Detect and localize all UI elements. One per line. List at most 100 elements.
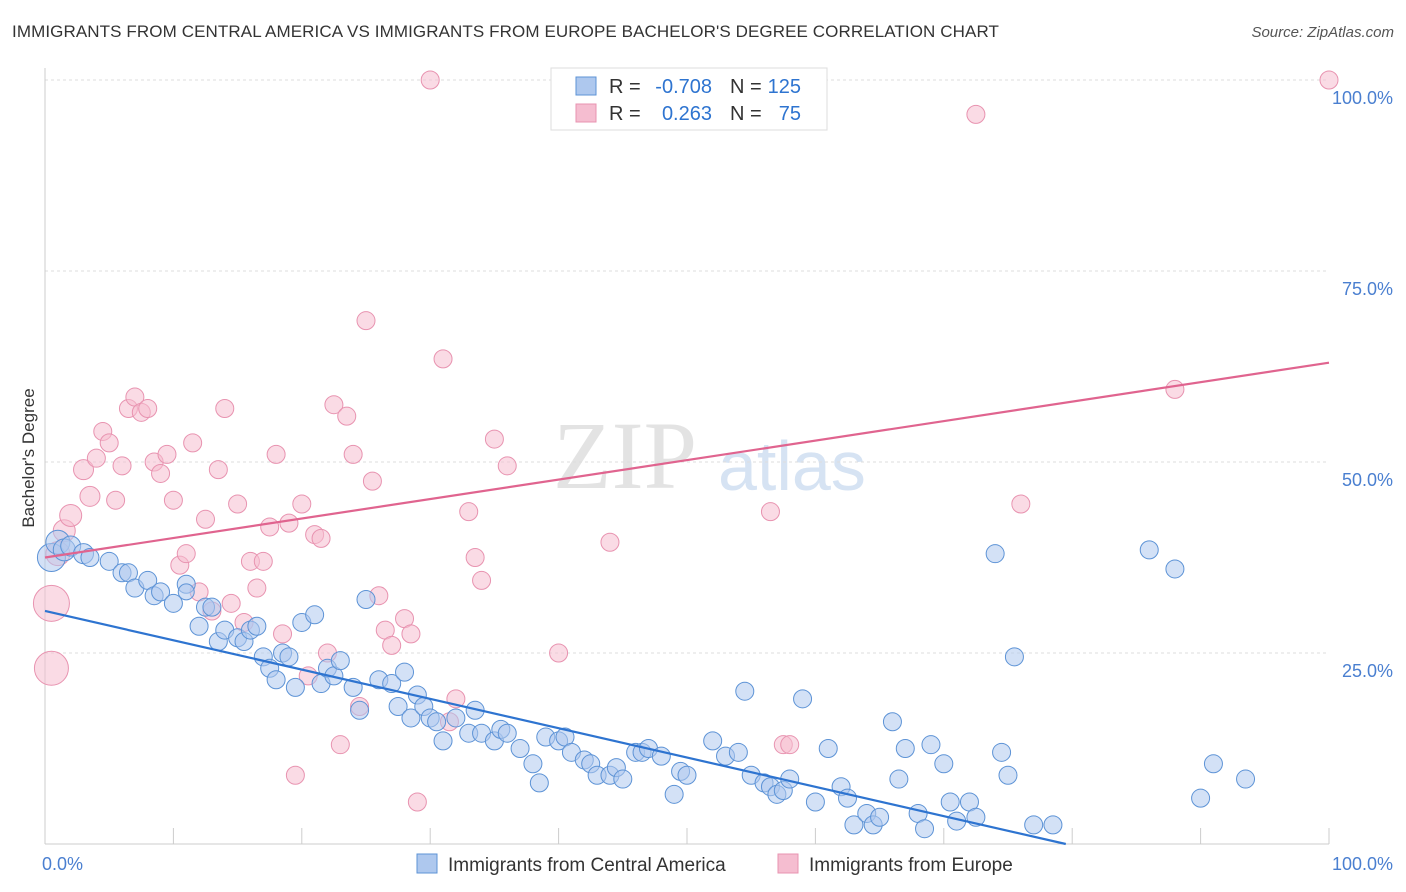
point-blue-59 xyxy=(529,773,549,793)
point-blue-38 xyxy=(350,700,370,720)
point-pink-63 xyxy=(472,570,492,590)
point-pink-44 xyxy=(324,395,344,415)
point-pink-58 xyxy=(433,349,453,369)
point-pink-26 xyxy=(208,460,228,480)
point-blue-12 xyxy=(151,582,171,602)
point-pink-34 xyxy=(260,517,280,537)
point-blue-117 xyxy=(1236,769,1256,789)
point-pink-66 xyxy=(549,643,569,663)
trend-line-pink xyxy=(44,361,1330,559)
point-blue-57 xyxy=(510,739,530,758)
point-blue-76 xyxy=(677,765,697,785)
point-blue-44 xyxy=(401,708,421,728)
point-pink-47 xyxy=(343,444,363,464)
point-pink-6 xyxy=(79,485,101,507)
legend-r-label-blue: R = xyxy=(609,76,641,98)
point-blue-107 xyxy=(985,544,1005,564)
point-pink-24 xyxy=(196,509,215,529)
point-pink-49 xyxy=(356,311,376,331)
point-pink-55 xyxy=(401,624,421,644)
point-blue-49 xyxy=(433,731,453,751)
point-pink-5 xyxy=(73,459,95,481)
point-blue-92 xyxy=(844,815,864,835)
point-pink-11 xyxy=(112,456,132,476)
point-blue-97 xyxy=(889,769,909,789)
legend-n-label-pink: N = xyxy=(730,103,762,125)
point-pink-19 xyxy=(163,490,183,510)
point-pink-39 xyxy=(292,494,312,514)
series-europe-points xyxy=(32,70,1339,812)
point-pink-71 xyxy=(1011,494,1031,514)
point-blue-87 xyxy=(793,689,813,709)
point-pink-4 xyxy=(59,503,83,527)
point-pink-36 xyxy=(273,624,293,644)
point-blue-95 xyxy=(870,807,890,827)
grid-lines xyxy=(45,79,1329,654)
point-pink-61 xyxy=(459,502,479,522)
legend-n-value-blue: 125 xyxy=(768,76,801,98)
point-pink-72 xyxy=(1165,379,1185,399)
point-blue-69 xyxy=(613,769,633,789)
point-blue-18 xyxy=(202,597,222,617)
y-tick-label-2: 75.0% xyxy=(1342,279,1393,299)
point-blue-58 xyxy=(523,754,543,774)
point-pink-32 xyxy=(247,578,267,598)
y-tick-label-1: 50.0% xyxy=(1342,470,1393,490)
point-blue-89 xyxy=(818,739,838,758)
y-axis-label: Bachelor's Degree xyxy=(19,388,38,527)
point-blue-15 xyxy=(177,583,195,601)
y-tick-label-0: 25.0% xyxy=(1342,661,1393,681)
point-blue-74 xyxy=(664,784,684,804)
point-blue-48 xyxy=(427,712,447,732)
point-blue-115 xyxy=(1191,788,1211,808)
legend-box xyxy=(550,67,828,131)
point-blue-112 xyxy=(1043,815,1063,835)
point-pink-56 xyxy=(407,792,427,812)
point-blue-13 xyxy=(163,593,183,613)
point-blue-50 xyxy=(446,708,466,728)
point-pink-62 xyxy=(465,548,485,567)
series-central-america-points xyxy=(36,529,1256,839)
point-pink-17 xyxy=(151,463,171,483)
watermark-atlas: atlas xyxy=(718,427,866,505)
axes xyxy=(44,68,1330,845)
point-blue-42 xyxy=(388,696,408,716)
point-blue-27 xyxy=(266,670,286,690)
point-pink-29 xyxy=(228,494,248,514)
tick-labels: 25.0% 50.0% 75.0% 100.0% 0.0% 100.0% xyxy=(42,88,1393,874)
point-pink-46 xyxy=(337,406,357,426)
point-pink-42 xyxy=(311,528,331,548)
point-pink-0 xyxy=(32,584,70,622)
point-pink-70 xyxy=(966,104,986,124)
legend-swatch-blue xyxy=(575,76,597,96)
x-tick-label-0: 0.0% xyxy=(42,854,83,874)
point-pink-9 xyxy=(99,433,119,453)
bottom-legend-central-america: Immigrants from Central America xyxy=(448,855,726,876)
point-blue-29 xyxy=(279,647,299,667)
point-pink-57 xyxy=(420,70,440,90)
point-pink-15 xyxy=(138,399,158,419)
point-blue-116 xyxy=(1203,754,1223,774)
bottom-legend-swatch-pink xyxy=(777,853,799,874)
point-pink-10 xyxy=(106,490,126,510)
point-pink-33 xyxy=(253,551,273,571)
point-blue-77 xyxy=(703,731,723,751)
watermark-zip: ZIP xyxy=(553,402,697,509)
point-pink-37 xyxy=(279,513,299,533)
point-blue-96 xyxy=(882,712,902,732)
legend-n-value-pink: 75 xyxy=(779,103,801,125)
point-pink-27 xyxy=(215,399,235,419)
legend-swatch-pink xyxy=(575,103,597,123)
point-pink-74 xyxy=(780,735,800,755)
trend-line-blue xyxy=(44,609,1067,846)
point-blue-80 xyxy=(735,681,755,701)
point-pink-38 xyxy=(285,765,305,785)
point-blue-111 xyxy=(1024,815,1044,835)
point-blue-108 xyxy=(992,742,1012,762)
point-blue-30 xyxy=(285,677,305,697)
point-blue-39 xyxy=(356,590,376,610)
point-pink-73 xyxy=(1319,70,1339,90)
chart-title: IMMIGRANTS FROM CENTRAL AMERICA VS IMMIG… xyxy=(12,22,1000,41)
bottom-legend-swatch-blue xyxy=(416,853,438,874)
